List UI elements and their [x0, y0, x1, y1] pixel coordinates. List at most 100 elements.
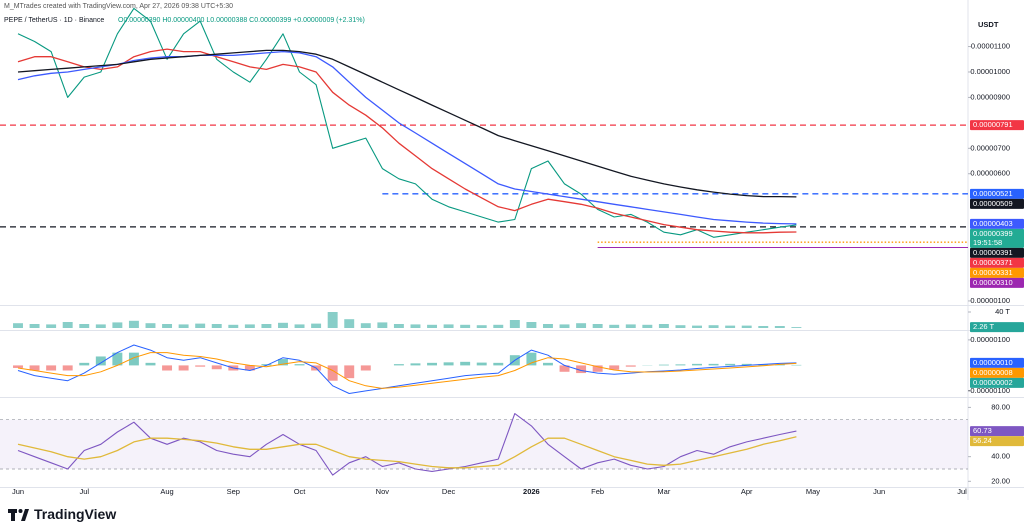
volume-bar	[675, 325, 686, 328]
volume-bar	[542, 324, 553, 328]
y-tick-label: 0.00000900	[970, 92, 1010, 101]
volume-bar	[460, 324, 471, 328]
axis-tag	[970, 426, 1024, 437]
x-tick-label: Sep	[227, 487, 240, 496]
volume-bar	[145, 323, 156, 328]
x-tick-label: Dec	[442, 487, 456, 496]
histogram-bar	[526, 352, 537, 366]
x-tick-label: 2026	[523, 487, 540, 496]
y-tick-label: -0.00000100	[968, 386, 1010, 395]
axis-tag	[970, 436, 1024, 447]
axis-tag-label: 0.00000002	[973, 378, 1013, 387]
volume-bar	[162, 324, 173, 328]
x-tick-label: May	[806, 487, 820, 496]
brand: TradingView	[34, 506, 116, 522]
volume-bar	[46, 324, 57, 328]
volume-bar	[294, 324, 305, 328]
volume-bar	[476, 325, 487, 328]
histogram-bar	[195, 365, 206, 367]
axis-tag	[970, 357, 1024, 368]
axis-tag-label: 2.26 T	[973, 322, 995, 331]
histogram-bar	[675, 364, 686, 366]
axis-tag-label: 0.00000331	[973, 268, 1013, 277]
volume-bar	[609, 324, 620, 328]
volume-bar	[708, 325, 719, 328]
volume-bar	[195, 323, 206, 328]
volume-bar	[278, 322, 288, 328]
axis-tag-label: 0.00000521	[973, 189, 1013, 198]
histogram-bar	[112, 352, 123, 366]
histogram-bar	[278, 359, 288, 366]
countdown: 19:51:58	[973, 238, 1002, 247]
axis-tag-label: 0.00000010	[973, 358, 1013, 367]
histogram-bar	[427, 362, 438, 366]
volume-bar	[128, 320, 139, 328]
logo-part	[18, 509, 23, 513]
histogram-bar	[261, 364, 272, 366]
volume-bar	[228, 324, 239, 328]
axis-tag	[970, 267, 1024, 278]
volume-bar	[576, 323, 587, 328]
y-tick-label: 0.00000700	[970, 143, 1010, 152]
axis-tag-label: 0.00000403	[973, 219, 1013, 228]
x-tick-label: Mar	[657, 487, 670, 496]
histogram-bar	[244, 365, 255, 371]
volume-bar	[642, 324, 653, 328]
x-tick-label: Apr	[741, 487, 753, 496]
volume-bar	[559, 324, 570, 328]
axis-tag-label: 56.24	[973, 436, 992, 445]
axis-tag-label: 0.00000391	[973, 248, 1013, 257]
volume-bar	[526, 322, 537, 328]
volume-bar	[791, 327, 802, 328]
volume-bar	[509, 320, 520, 328]
axis-tag-label: 0.00000509	[973, 199, 1013, 208]
band-fill	[0, 419, 968, 469]
logo-part	[21, 509, 29, 521]
x-tick-label: Aug	[160, 487, 173, 496]
histogram-bar	[708, 363, 719, 366]
volume-bar	[79, 324, 90, 328]
volume-bar	[758, 326, 769, 328]
y-tick-label: 20.00	[991, 476, 1010, 485]
histogram-bar	[692, 363, 702, 366]
histogram-bar	[791, 364, 802, 366]
histogram-bar	[145, 362, 156, 366]
axis-tag	[970, 247, 1024, 258]
x-tick-label: Nov	[376, 487, 390, 496]
histogram-bar	[29, 365, 40, 371]
y-tick-label: 40 T	[995, 307, 1010, 316]
x-tick-label: Oct	[294, 487, 307, 496]
volume-bar	[692, 325, 702, 328]
volume-bar	[244, 324, 255, 328]
series-line	[17, 48, 797, 234]
histogram-bar	[658, 364, 669, 366]
histogram-bar	[46, 365, 57, 371]
volume-bar	[62, 322, 73, 328]
volume-bar	[493, 324, 504, 328]
currency-label: USDT	[978, 20, 999, 29]
x-tick-label: Jun	[873, 487, 885, 496]
x-tick-label: Feb	[591, 487, 604, 496]
histogram-bar	[410, 363, 421, 366]
series-line	[17, 49, 797, 198]
histogram-bar	[128, 352, 139, 366]
volume-bar	[13, 323, 23, 328]
axis-tag-label: 0.00000791	[973, 120, 1013, 129]
volume-bar	[178, 324, 189, 328]
histogram-bar	[360, 365, 371, 371]
axis-tag	[970, 377, 1024, 388]
axis-tag	[970, 218, 1024, 229]
histogram-bar	[609, 365, 620, 370]
series-line	[17, 436, 797, 469]
brand-logo	[8, 509, 29, 521]
histogram-bar	[476, 362, 487, 366]
ohlc: O0.00000390 H0.00000400 L0.00000388 C0.0…	[118, 17, 365, 24]
histogram-bar	[393, 364, 404, 366]
volume-bar	[592, 324, 603, 328]
credit: M_MTrades created with TradingView.com, …	[4, 3, 233, 10]
histogram-bar	[62, 365, 73, 371]
axis-tag	[970, 188, 1024, 199]
y-tick-label: 0.00000100	[970, 335, 1010, 344]
histogram-bar	[559, 365, 570, 372]
